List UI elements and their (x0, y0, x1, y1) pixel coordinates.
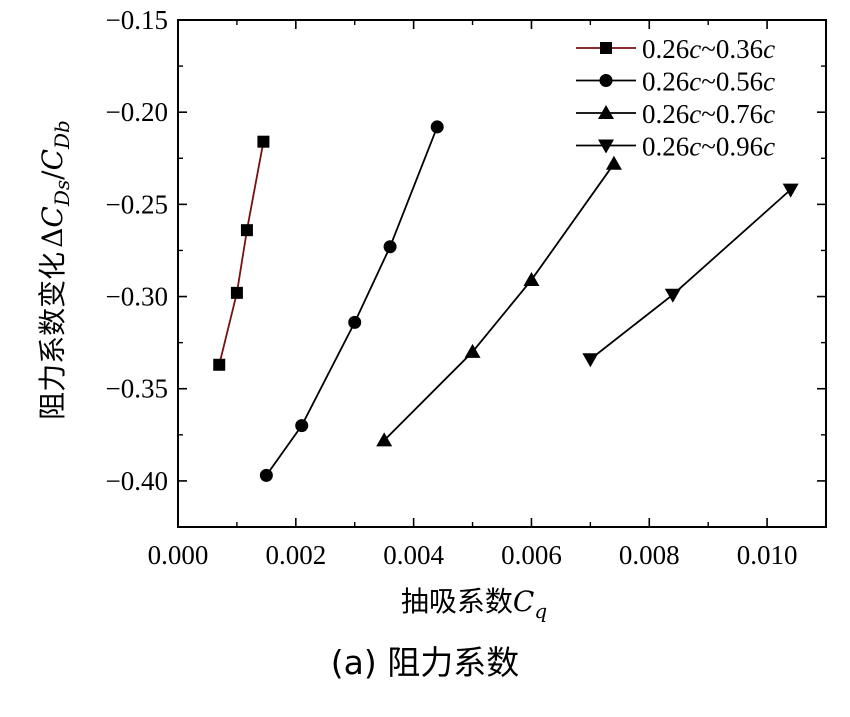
x-tick-label: 0.010 (737, 540, 798, 570)
legend-entry-4: 0.26c~0.96c (576, 132, 775, 162)
legend-entry-2: 0.26c~0.56c (576, 67, 775, 97)
x-tick-label: 0.008 (619, 540, 680, 570)
series-3-point (605, 155, 622, 170)
figure-caption: (a) 阻力系数 (330, 643, 520, 682)
series-2 (259, 120, 444, 482)
legend-label: 0.26c~0.36c (642, 34, 775, 64)
legend-marker (600, 42, 612, 54)
y-axis-title: 阻力系数变化ΔCDs/CDb (36, 120, 74, 420)
y-tick-label: −0.15 (106, 5, 168, 35)
series-4-point (782, 183, 799, 198)
legend-label: 0.26c~0.56c (642, 67, 775, 97)
y-tick-label: −0.20 (106, 97, 168, 127)
y-axis-ticks: −0.15 −0.20 −0.25 −0.30 −0.35 −0.40 (106, 5, 826, 528)
legend: 0.26c~0.36c0.26c~0.56c0.26c~0.76c0.26c~0… (576, 34, 775, 162)
series-2-point (348, 315, 362, 329)
series-3-point (376, 432, 393, 447)
series-3 (376, 155, 622, 447)
series-2-point (383, 240, 397, 254)
series-3-point (464, 343, 481, 358)
x-tick-label: 0.002 (265, 540, 326, 570)
series-1 (213, 135, 270, 371)
legend-label: 0.26c~0.96c (642, 132, 775, 162)
series-3-point (523, 271, 540, 286)
series-4-line (589, 188, 792, 360)
series-3-line (383, 163, 615, 441)
series-2-point (295, 419, 309, 433)
x-axis-ticks: 0.000 0.002 0.004 0.006 0.008 0.010 (148, 20, 798, 570)
series-1-point (257, 135, 270, 148)
series-4-point (664, 288, 681, 303)
legend-marker (598, 139, 614, 154)
series-layer (213, 120, 799, 482)
y-tick-label: −0.40 (106, 466, 168, 496)
plot-frame (177, 19, 827, 528)
y-tick-label: −0.30 (106, 282, 168, 312)
y-tick-label: −0.35 (106, 374, 168, 404)
series-4-point (582, 353, 599, 368)
series-1-point (240, 224, 253, 237)
x-tick-label: 0.006 (501, 540, 562, 570)
legend-marker (599, 74, 613, 87)
series-2-line (265, 126, 439, 476)
chart: 0.000 0.002 0.004 0.006 0.008 0.010 −0.15 −0.2… (36, 5, 827, 623)
x-tick-label: 0.004 (383, 540, 444, 570)
y-tick-label: −0.25 (106, 189, 168, 219)
series-1-point (230, 286, 243, 299)
series-4 (582, 183, 799, 368)
legend-label: 0.26c~0.76c (642, 99, 775, 129)
x-axis-title: 抽吸系数Cq (401, 585, 547, 623)
series-2-point (430, 120, 444, 134)
legend-marker (598, 105, 614, 119)
legend-entry-1: 0.26c~0.36c (576, 34, 775, 64)
legend-entry-3: 0.26c~0.76c (576, 99, 775, 129)
series-2-point (259, 468, 273, 482)
series-1-line (218, 141, 265, 365)
plot-area-border (177, 19, 827, 528)
series-1-point (213, 358, 226, 371)
x-tick-label: 0.000 (148, 540, 209, 570)
